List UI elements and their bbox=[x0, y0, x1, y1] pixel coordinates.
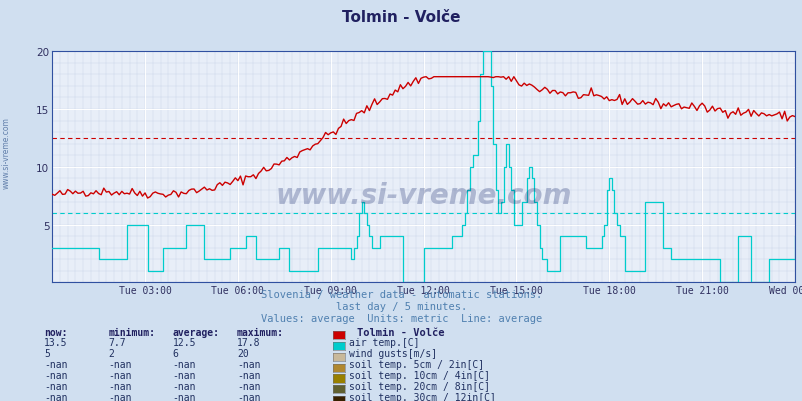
Text: Slovenia / weather data - automatic stations.: Slovenia / weather data - automatic stat… bbox=[261, 290, 541, 300]
Text: 12.5: 12.5 bbox=[172, 338, 196, 348]
Text: wind gusts[m/s]: wind gusts[m/s] bbox=[349, 348, 437, 358]
Text: -nan: -nan bbox=[172, 381, 196, 391]
Text: Tolmin - Volče: Tolmin - Volče bbox=[357, 327, 444, 337]
Text: 17.8: 17.8 bbox=[237, 338, 260, 348]
Text: soil temp. 30cm / 12in[C]: soil temp. 30cm / 12in[C] bbox=[349, 392, 496, 401]
Text: now:: now: bbox=[44, 327, 67, 337]
Text: maximum:: maximum: bbox=[237, 327, 284, 337]
Text: -nan: -nan bbox=[108, 392, 132, 401]
Text: 7.7: 7.7 bbox=[108, 338, 126, 348]
Text: www.si-vreme.com: www.si-vreme.com bbox=[2, 117, 11, 188]
Text: -nan: -nan bbox=[44, 381, 67, 391]
Text: Tolmin - Volče: Tolmin - Volče bbox=[342, 10, 460, 25]
Text: 2: 2 bbox=[108, 348, 114, 358]
Text: air temp.[C]: air temp.[C] bbox=[349, 338, 419, 348]
Text: 5: 5 bbox=[44, 348, 50, 358]
Text: minimum:: minimum: bbox=[108, 327, 156, 337]
Text: -nan: -nan bbox=[44, 392, 67, 401]
Text: -nan: -nan bbox=[237, 370, 260, 380]
Text: -nan: -nan bbox=[237, 392, 260, 401]
Text: -nan: -nan bbox=[108, 370, 132, 380]
Text: 13.5: 13.5 bbox=[44, 338, 67, 348]
Text: -nan: -nan bbox=[237, 381, 260, 391]
Text: -nan: -nan bbox=[172, 392, 196, 401]
Text: last day / 5 minutes.: last day / 5 minutes. bbox=[335, 302, 467, 312]
Text: 6: 6 bbox=[172, 348, 178, 358]
Text: soil temp. 20cm / 8in[C]: soil temp. 20cm / 8in[C] bbox=[349, 381, 490, 391]
Text: -nan: -nan bbox=[172, 359, 196, 369]
Text: soil temp. 10cm / 4in[C]: soil temp. 10cm / 4in[C] bbox=[349, 370, 490, 380]
Text: -nan: -nan bbox=[172, 370, 196, 380]
Text: average:: average: bbox=[172, 327, 220, 337]
Text: 20: 20 bbox=[237, 348, 249, 358]
Text: www.si-vreme.com: www.si-vreme.com bbox=[275, 181, 571, 209]
Text: -nan: -nan bbox=[44, 370, 67, 380]
Text: -nan: -nan bbox=[108, 359, 132, 369]
Text: soil temp. 5cm / 2in[C]: soil temp. 5cm / 2in[C] bbox=[349, 359, 484, 369]
Text: -nan: -nan bbox=[44, 359, 67, 369]
Text: -nan: -nan bbox=[108, 381, 132, 391]
Text: Values: average  Units: metric  Line: average: Values: average Units: metric Line: aver… bbox=[261, 314, 541, 324]
Text: -nan: -nan bbox=[237, 359, 260, 369]
